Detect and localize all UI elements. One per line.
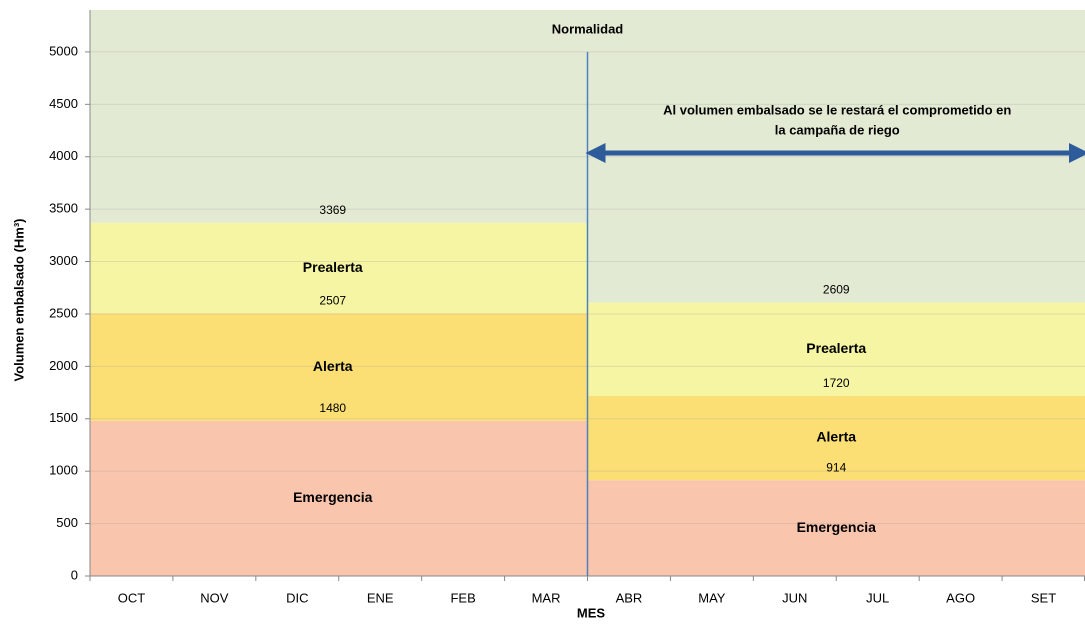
x-tick-label: NOV [200, 590, 229, 605]
value-label: 914 [826, 460, 846, 474]
y-tick-label: 2000 [49, 358, 78, 373]
annotation: Al volumen embalsado se le restará el co… [663, 102, 1011, 117]
x-tick-label: JUL [866, 590, 889, 605]
annotation: la campaña de riego [775, 122, 900, 137]
y-tick-label: 0 [71, 567, 78, 582]
x-tick-label: AGO [946, 590, 975, 605]
y-tick-label: 3000 [49, 253, 78, 268]
x-tick-label: MAR [532, 590, 561, 605]
x-tick-label: DIC [286, 590, 308, 605]
y-tick-label: 1000 [49, 463, 78, 478]
zone-label: Prealerta [303, 259, 363, 275]
y-tick-label: 5000 [49, 43, 78, 58]
value-label: 1720 [823, 376, 850, 390]
x-tick-label: ABR [616, 590, 643, 605]
x-tick-label: ENE [367, 590, 394, 605]
x-tick-label: OCT [118, 590, 146, 605]
x-tick-label: JUN [782, 590, 807, 605]
y-tick-label: 4000 [49, 148, 78, 163]
y-tick-label: 4500 [49, 96, 78, 111]
y-tick-label: 2500 [49, 305, 78, 320]
value-label: 1480 [319, 401, 346, 415]
zone [90, 10, 588, 223]
x-tick-label: MAY [698, 590, 726, 605]
zone-label: Emergencia [293, 489, 373, 505]
zone-label: Prealerta [806, 340, 866, 356]
zone-label: Alerta [313, 358, 353, 374]
zone-label: Alerta [816, 429, 856, 445]
y-tick-label: 500 [56, 515, 78, 530]
value-label: 3369 [319, 203, 346, 217]
x-tick-label: FEB [450, 590, 475, 605]
zone-label: Emergencia [797, 519, 877, 535]
x-tick-label: SET [1031, 590, 1056, 605]
y-axis-title: Volumen embalsado (Hm³) [11, 218, 26, 381]
top-zone-label: Normalidad [552, 21, 624, 36]
x-axis-title: MES [577, 605, 606, 620]
value-label: 2609 [823, 283, 850, 297]
y-tick-label: 3500 [49, 201, 78, 216]
y-tick-label: 1500 [49, 410, 78, 425]
value-label: 2507 [319, 293, 346, 307]
